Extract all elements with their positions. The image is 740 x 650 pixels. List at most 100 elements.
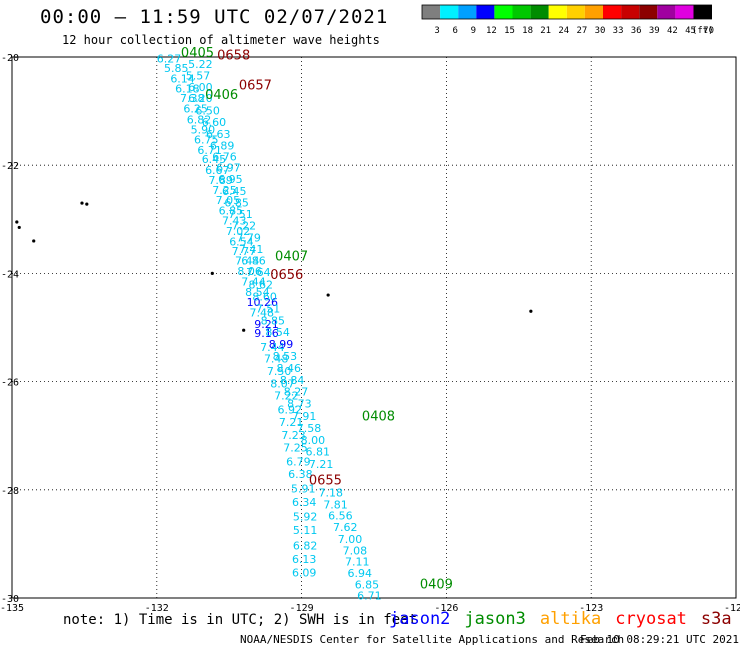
wave-height-value: 7.23 xyxy=(281,429,306,442)
island-dot xyxy=(15,220,19,224)
wave-height-value: 5.11 xyxy=(293,524,318,537)
legend-swatch xyxy=(566,5,585,19)
legend-swatch xyxy=(657,5,676,19)
wave-height-value: 7.05 xyxy=(216,194,241,207)
legend-swatch xyxy=(422,5,441,19)
legend-label: 42 xyxy=(667,26,678,36)
wave-height-value: 6.27 xyxy=(157,52,182,65)
wave-height-value: 8.99 xyxy=(269,338,294,351)
legend-swatch xyxy=(639,5,658,19)
wave-height-value: 6.82 xyxy=(187,114,212,127)
wave-height-value: 6.89 xyxy=(210,140,235,153)
generated-timestamp: Feb 10 08:29:21 UTC 2021 xyxy=(580,633,739,646)
wave-height-value: 7.51 xyxy=(256,302,281,315)
wave-height-value: 6.85 xyxy=(224,196,249,209)
island-dot xyxy=(80,201,84,205)
legend-frame xyxy=(421,4,713,20)
satellite-name-jason3: jason3 xyxy=(464,609,526,629)
pass-time-label: 0406 xyxy=(205,88,238,103)
wave-height-value: 5.90 xyxy=(191,123,216,136)
legend-label: 15 xyxy=(504,26,515,36)
wave-height-value: 7.89 xyxy=(208,174,233,187)
satellite-track-cryosat: 5.225.576.006.206.506.606.636.896.766.97… xyxy=(186,58,334,471)
wave-height-value: 6.38 xyxy=(288,468,313,481)
legend-swatch xyxy=(530,5,549,19)
wave-height-value: 7.21 xyxy=(279,416,304,429)
pass-time-label: 0656 xyxy=(270,268,303,283)
island-dot xyxy=(32,239,36,243)
legend-swatch xyxy=(548,5,567,19)
wave-height-value: 7.48 xyxy=(249,307,273,320)
wave-height-value: 7.91 xyxy=(292,410,317,423)
wave-height-value: 7.00 xyxy=(338,533,363,546)
wave-height-value: 8.00 xyxy=(301,434,326,447)
y-tick-label: -20 xyxy=(1,53,19,64)
wave-height-value: 6.97 xyxy=(216,162,241,175)
pass-time-label: 0408 xyxy=(362,410,395,425)
page-subtitle: 12 hour collection of altimeter wave hei… xyxy=(62,33,380,47)
island-dot xyxy=(210,271,214,275)
wave-height-value: 6.34 xyxy=(292,496,317,509)
wave-height-value: 7.44 xyxy=(235,255,260,268)
x-tick-label: -120 xyxy=(724,603,740,614)
wave-height-value: 8.54 xyxy=(265,326,290,339)
wave-height-value: 7.02 xyxy=(226,225,251,238)
wave-height-value: 6.85 xyxy=(219,204,244,217)
legend-swatch xyxy=(512,5,531,19)
wave-height-value: 7.44 xyxy=(260,341,285,354)
legend-label: 45 xyxy=(685,26,696,36)
wave-height-value: 8.60 xyxy=(252,290,276,303)
satellite-name-cryosat: cryosat xyxy=(615,609,687,629)
wave-height-value: 6.81 xyxy=(305,446,330,459)
wave-height-value: 6.25 xyxy=(183,103,208,116)
wave-height-value: 5.92 xyxy=(293,511,318,524)
wave-height-value: 6.67 xyxy=(205,164,230,177)
y-tick-label: -22 xyxy=(1,161,19,172)
y-tick-label: -24 xyxy=(1,269,19,280)
map-frame xyxy=(11,56,737,599)
wave-height-value: 8.46 xyxy=(277,362,302,375)
wave-height-value: 8.62 xyxy=(249,279,273,292)
wave-height-value: 7.50 xyxy=(267,365,292,378)
wave-height-value: 6.71 xyxy=(357,590,382,603)
satellite-name-s3a: s3a xyxy=(700,609,732,629)
wave-height-value: 8.73 xyxy=(287,398,312,411)
wave-height-value: 6.50 xyxy=(195,104,220,117)
wave-height-value: 8.85 xyxy=(261,314,286,327)
wave-height-value: 6.94 xyxy=(347,567,372,580)
wave-height-value: 7.79 xyxy=(236,231,261,244)
wave-height-value: 6.82 xyxy=(293,539,318,552)
legend-swatch xyxy=(603,5,622,19)
legend-swatch xyxy=(476,5,495,19)
legend-label: 24 xyxy=(558,26,569,36)
legend-label: 21 xyxy=(540,26,551,36)
legend-label: 39 xyxy=(649,26,660,36)
x-tick-label: -129 xyxy=(290,603,314,614)
satellite-key: jason2 jason3 altika cryosat s3a xyxy=(389,609,740,629)
wave-height-value: 5.85 xyxy=(164,62,189,75)
legend-unit: (ft) xyxy=(692,26,714,36)
page-title: 00:00 – 11:59 UTC 02/07/2021 xyxy=(40,6,389,28)
wave-height-value: 6.00 xyxy=(188,81,213,94)
pass-time-label: 0409 xyxy=(420,577,453,592)
legend-label: 3 xyxy=(434,26,439,36)
wave-height-value: 8.53 xyxy=(273,350,298,363)
wave-height-value: 7.21 xyxy=(309,458,334,471)
y-tick-label: -30 xyxy=(1,594,19,605)
wave-height-value: 7.81 xyxy=(323,499,348,512)
legend-swatch xyxy=(621,5,640,19)
legend-label: 12 xyxy=(486,26,497,36)
x-tick-label: -123 xyxy=(579,603,603,614)
wave-height-value: 7.64 xyxy=(246,266,270,279)
wave-height-value: 9.21 xyxy=(254,318,278,331)
legend-swatch xyxy=(584,5,603,19)
wave-height-value: 7.43 xyxy=(222,215,247,228)
legend-label: 33 xyxy=(613,26,624,36)
wave-height-value: 7.18 xyxy=(318,486,343,499)
wave-height-value: 6.79 xyxy=(286,455,311,468)
wave-height-value: 6.09 xyxy=(292,566,317,579)
legend-label: 6 xyxy=(452,26,457,36)
x-tick-label: -126 xyxy=(434,603,458,614)
legend-label: 30 xyxy=(595,26,606,36)
